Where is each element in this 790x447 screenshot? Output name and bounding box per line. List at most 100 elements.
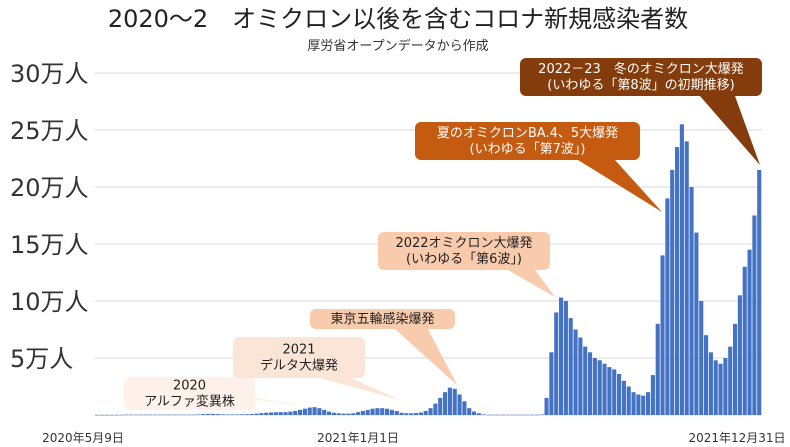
- bar: [486, 414, 491, 416]
- bar: [230, 414, 235, 415]
- bar: [278, 412, 283, 415]
- bar: [631, 392, 636, 415]
- bar: [510, 414, 515, 416]
- annotation-callout: 夏のオミクロンBA.4、5大爆発(いわゆる「第7波」): [415, 122, 662, 212]
- bar: [114, 414, 119, 416]
- bar: [365, 409, 370, 415]
- bar: [138, 414, 143, 416]
- bar: [370, 408, 375, 415]
- bar: [675, 147, 680, 415]
- bar: [356, 412, 361, 415]
- bar: [636, 394, 641, 415]
- bar: [191, 414, 196, 416]
- bar: [249, 414, 254, 415]
- callout-text: 夏のオミクロンBA.4、5大爆発: [437, 126, 618, 141]
- bar: [346, 413, 351, 415]
- bar: [404, 413, 409, 415]
- bar: [385, 408, 390, 415]
- bar: [612, 369, 617, 415]
- bar: [650, 375, 655, 415]
- bar: [433, 403, 438, 415]
- bar: [302, 408, 307, 415]
- bar: [704, 335, 709, 415]
- bar: [225, 414, 230, 415]
- y-tick-label: 30万人: [10, 60, 89, 88]
- bar: [733, 323, 738, 415]
- bar: [167, 414, 172, 416]
- bar: [583, 346, 588, 415]
- bar: [443, 392, 448, 415]
- bar: [269, 412, 274, 415]
- bar: [273, 412, 278, 415]
- bar: [684, 141, 689, 415]
- x-tick-label: 2021年1月1日: [317, 431, 399, 445]
- bar: [530, 414, 535, 416]
- bar: [327, 411, 332, 415]
- y-tick-label: 15万人: [10, 231, 89, 259]
- bar: [220, 414, 225, 415]
- callout-box: [415, 122, 640, 160]
- bar: [742, 266, 747, 415]
- bar: [534, 414, 539, 416]
- bar: [298, 409, 303, 415]
- bar: [467, 408, 472, 415]
- callout-pointer: [320, 375, 400, 400]
- callout-text: 東京五輪感染爆発: [330, 311, 434, 327]
- bar: [307, 407, 312, 415]
- bar: [699, 301, 704, 415]
- bar: [283, 412, 288, 415]
- bar: [617, 373, 622, 415]
- bar: [240, 414, 245, 415]
- bar: [501, 414, 506, 416]
- callout-text: 2022オミクロン大爆発: [395, 236, 532, 251]
- bar: [235, 414, 240, 415]
- bar: [215, 414, 220, 415]
- y-tick-label: 10万人: [10, 288, 89, 316]
- bar: [109, 414, 114, 416]
- callout-pointer: [578, 160, 662, 212]
- bar: [646, 392, 651, 415]
- bar: [539, 414, 544, 415]
- annotation-callout: 東京五輪感染爆発: [310, 309, 457, 385]
- bar: [525, 414, 530, 416]
- bar: [462, 401, 467, 415]
- callout-text: デルタ大爆発: [260, 358, 338, 374]
- bar: [670, 169, 675, 415]
- bar: [211, 413, 216, 415]
- bar: [578, 337, 583, 415]
- bar: [375, 408, 380, 415]
- bar: [104, 414, 109, 416]
- bar: [172, 414, 177, 416]
- bar: [206, 413, 211, 415]
- callout-text: アルファ変異株: [144, 394, 235, 410]
- callout-text: 2020: [173, 379, 206, 394]
- bar: [708, 352, 713, 415]
- bar: [409, 413, 414, 415]
- bar: [162, 414, 167, 416]
- bar: [747, 249, 752, 415]
- bar: [254, 413, 259, 415]
- bar: [554, 312, 559, 415]
- bar: [423, 411, 428, 415]
- bar: [157, 414, 162, 416]
- x-tick-label: 2021年12月31日: [688, 431, 785, 445]
- callout-box: [378, 232, 550, 270]
- bar: [380, 408, 385, 415]
- bar: [621, 380, 626, 415]
- bar: [713, 360, 718, 415]
- bar: [399, 412, 404, 415]
- bar: [515, 414, 520, 416]
- bar: [728, 346, 733, 415]
- bar: [394, 411, 399, 415]
- bar: [447, 387, 452, 415]
- bar: [665, 198, 670, 415]
- bar: [549, 352, 554, 415]
- bar: [293, 411, 298, 415]
- bar: [177, 414, 182, 416]
- bar: [626, 386, 631, 415]
- bar: [457, 394, 462, 415]
- bar: [288, 411, 293, 415]
